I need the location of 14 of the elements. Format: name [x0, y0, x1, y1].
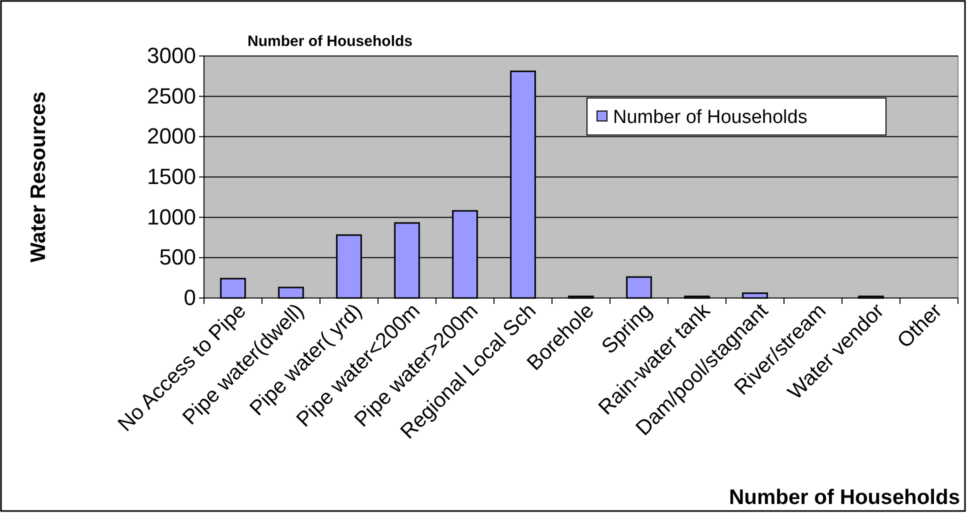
- bar: [278, 286, 304, 299]
- legend-label: Number of Households: [613, 107, 808, 128]
- y-tick-label: 1000: [147, 204, 196, 230]
- y-tick-label: 3000: [147, 43, 196, 68]
- y-tick-label: 1500: [147, 164, 196, 190]
- bar: [626, 276, 652, 299]
- bar: [220, 278, 246, 299]
- y-tick-label: 0: [184, 285, 196, 310]
- y-tick-label: 2000: [147, 124, 196, 149]
- y-tick-label: 2500: [147, 83, 196, 108]
- y-axis-title: Water Resources: [27, 92, 50, 262]
- chart-title: Number of Households: [247, 33, 413, 50]
- x-axis-title: Number of Households: [728, 486, 960, 509]
- y-tick-label: 500: [159, 244, 196, 270]
